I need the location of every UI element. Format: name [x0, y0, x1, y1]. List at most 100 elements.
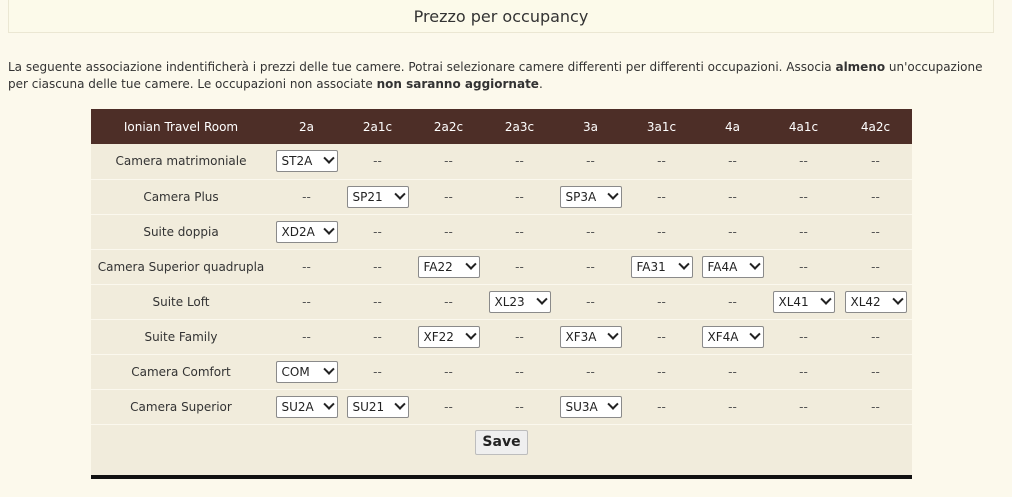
empty-cell: --: [444, 224, 453, 239]
rate-select-value: COM: [281, 364, 310, 379]
intro-bold-non-aggiornate: non saranno aggiornate: [376, 77, 539, 91]
rate-select-3a[interactable]: SU3A: [559, 395, 622, 418]
table-row: Suite Loft -- -- -- XL23 -- -- -- XL41 XL42: [91, 284, 912, 319]
occupancy-cell: XF3A: [555, 319, 626, 354]
empty-cell: --: [515, 399, 524, 414]
rate-select-value: SU3A: [565, 399, 598, 414]
empty-cell: --: [728, 224, 737, 239]
rate-select-2a2c[interactable]: FA22: [417, 255, 480, 278]
rate-select-2a[interactable]: SU2A: [275, 395, 338, 418]
rate-select-4a[interactable]: XF4A: [701, 325, 764, 348]
table-row: Camera Superior quadrupla -- -- FA22 -- -- FA3…: [91, 249, 912, 284]
rate-select-3a1c[interactable]: FA31: [630, 255, 693, 278]
empty-cell: --: [444, 364, 453, 379]
header-occupancy-2a3c: 2a3c: [504, 119, 535, 134]
intro-part-3: .: [538, 77, 543, 91]
empty-cell: --: [586, 294, 595, 309]
empty-cell: --: [871, 154, 880, 169]
empty-cell: --: [657, 364, 666, 379]
rate-select-value: XF3A: [565, 329, 597, 344]
intro-part-2: un'occupazione per ciascuna delle tue ca…: [8, 60, 983, 91]
rate-select-2a1c[interactable]: SP21: [346, 185, 409, 208]
empty-cell: --: [657, 329, 666, 344]
occupancy-cell: FA4A: [697, 249, 768, 284]
empty-cell: --: [799, 364, 808, 379]
rate-select-4a2c[interactable]: XL42: [844, 290, 907, 313]
chevron-down-icon: [748, 328, 761, 340]
table-header-row: Ionian Travel Room 2a 2a1c 2a2c 2a3c 3a 3a1c 4…: [91, 109, 912, 144]
occupancy-cell: XD2A: [271, 214, 342, 249]
chevron-down-icon: [464, 328, 477, 340]
empty-cell: --: [799, 259, 808, 274]
empty-cell: --: [373, 224, 382, 239]
empty-cell: --: [515, 259, 524, 274]
rate-select-value: XF4A: [707, 329, 739, 344]
rate-select-4a[interactable]: FA4A: [701, 255, 764, 278]
rate-select-2a[interactable]: XD2A: [275, 220, 338, 243]
chevron-down-icon: [393, 398, 406, 410]
rate-select-value: ST2A: [281, 154, 313, 169]
table-row: Suite doppia XD2A -- -- -- -- -- -- -- --: [91, 214, 912, 249]
occupancy-cell: COM: [271, 354, 342, 389]
save-row: Save: [91, 424, 912, 475]
page-title: Prezzo per occupancy: [8, 0, 994, 33]
empty-cell: --: [373, 259, 382, 274]
header-occupancy-3a: 3a: [583, 119, 598, 134]
rate-select-value: SU21: [352, 399, 385, 414]
occupancy-cell: XL42: [839, 284, 912, 319]
empty-cell: --: [871, 364, 880, 379]
empty-cell: --: [799, 189, 808, 204]
empty-cell: --: [515, 364, 524, 379]
intro-text: La seguente associazione indentificherà …: [8, 59, 996, 93]
occupancy-cell: FA31: [626, 249, 697, 284]
rate-select-4a1c[interactable]: XL41: [772, 290, 835, 313]
rate-select-3a[interactable]: XF3A: [559, 325, 622, 348]
occupancy-cell: SP3A: [555, 179, 626, 214]
rate-select-value: XL41: [778, 294, 809, 309]
room-name: Camera Superior quadrupla: [97, 259, 265, 274]
table-row: Camera Plus -- SP21 -- -- SP3A -- -- -- --: [91, 179, 912, 214]
occupancy-cell: SP21: [342, 179, 413, 214]
empty-cell: --: [728, 364, 737, 379]
empty-cell: --: [302, 189, 311, 204]
rate-select-2a[interactable]: ST2A: [275, 150, 338, 173]
empty-cell: --: [657, 154, 666, 169]
header-occupancy-4a1c: 4a1c: [788, 119, 819, 134]
empty-cell: --: [728, 294, 737, 309]
header-occupancy-2a2c: 2a2c: [433, 119, 464, 134]
empty-cell: --: [728, 399, 737, 414]
rate-select-2a3c[interactable]: XL23: [488, 290, 551, 313]
chevron-down-icon: [891, 293, 904, 305]
empty-cell: --: [799, 154, 808, 169]
rate-select-value: FA22: [423, 259, 453, 274]
chevron-down-icon: [606, 398, 619, 410]
empty-cell: --: [373, 364, 382, 379]
room-name: Camera Superior: [130, 399, 232, 414]
rate-select-2a[interactable]: COM: [275, 360, 338, 383]
room-name: Camera matrimoniale: [115, 154, 247, 169]
empty-cell: --: [373, 154, 382, 169]
rate-select-3a[interactable]: SP3A: [559, 185, 622, 208]
chevron-down-icon: [322, 398, 335, 410]
save-button[interactable]: Save: [475, 429, 528, 455]
empty-cell: --: [657, 224, 666, 239]
empty-cell: --: [444, 189, 453, 204]
header-occupancy-4a: 4a: [725, 119, 740, 134]
empty-cell: --: [515, 224, 524, 239]
bottom-divider: [91, 474, 912, 479]
occupancy-cell: XF4A: [697, 319, 768, 354]
rate-select-2a1c[interactable]: SU21: [346, 395, 409, 418]
rate-select-2a2c[interactable]: XF22: [417, 325, 480, 348]
occupancy-table: Ionian Travel Room 2a 2a1c 2a2c 2a3c 3a 3a1c 4…: [91, 109, 912, 425]
chevron-down-icon: [819, 293, 832, 305]
empty-cell: --: [373, 294, 382, 309]
empty-cell: --: [657, 189, 666, 204]
room-name: Suite Family: [144, 329, 218, 344]
occupancy-cell: XL23: [484, 284, 555, 319]
table-row: Camera matrimoniale ST2A -- -- -- -- -- -- -- --: [91, 144, 912, 179]
empty-cell: --: [444, 399, 453, 414]
chevron-down-icon: [322, 152, 335, 165]
chevron-down-icon: [322, 223, 335, 235]
empty-cell: --: [302, 259, 311, 274]
rate-select-value: SU2A: [281, 399, 314, 414]
